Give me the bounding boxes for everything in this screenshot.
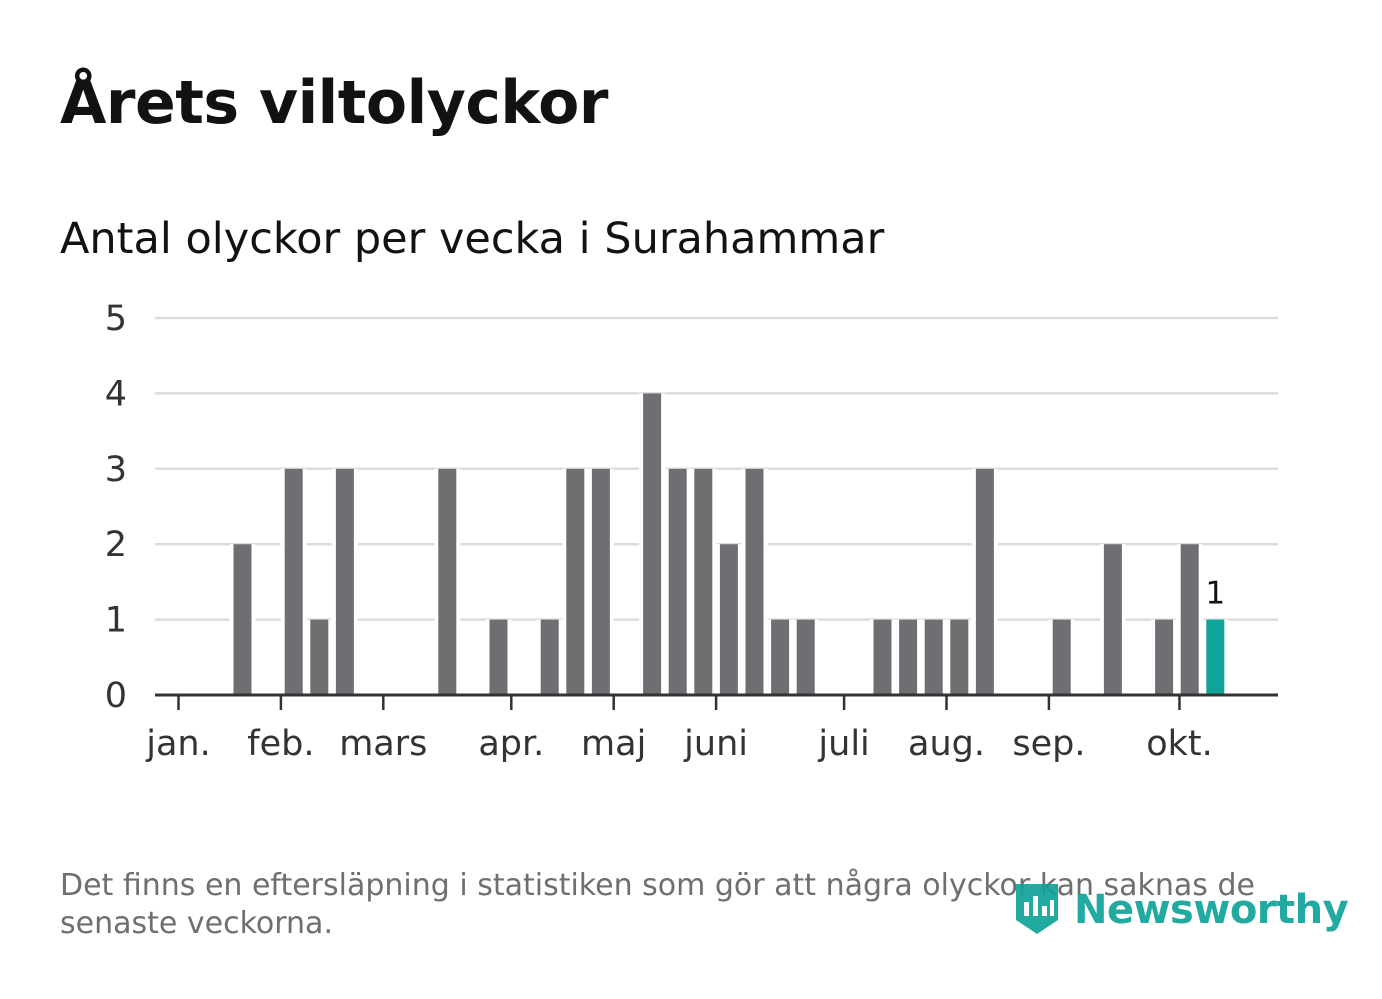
- bar[interactable]: [745, 468, 764, 695]
- x-tick-label: sep.: [1012, 724, 1085, 764]
- y-tick-label: 2: [105, 525, 127, 565]
- bar[interactable]: [643, 393, 662, 695]
- y-tick-label: 5: [105, 299, 127, 339]
- bar[interactable]: [899, 619, 918, 695]
- bar[interactable]: [566, 468, 585, 695]
- bar[interactable]: [1103, 544, 1122, 695]
- y-tick-label: 3: [105, 450, 127, 490]
- bar[interactable]: [310, 619, 329, 695]
- x-tick-label: jan.: [145, 724, 210, 764]
- last-value-label: 1: [1205, 576, 1225, 612]
- y-axis-ticks: 0 1 2 3 4 5: [105, 299, 127, 716]
- bar[interactable]: [489, 619, 508, 695]
- bar[interactable]: [771, 619, 790, 695]
- newsworthy-logo[interactable]: Newsworthy: [1012, 880, 1349, 940]
- bar[interactable]: [694, 468, 713, 695]
- bar[interactable]: [233, 544, 252, 695]
- y-tick-label: 1: [105, 601, 127, 641]
- x-axis: jan. feb. mars apr. maj juni juli aug. sep. okt.: [145, 693, 1278, 764]
- bar[interactable]: [1052, 619, 1071, 695]
- bar[interactable]: [950, 619, 969, 695]
- newsworthy-wordmark: Newsworthy: [1074, 887, 1349, 933]
- bar[interactable]: [719, 544, 738, 695]
- x-tick-label: juni: [683, 724, 748, 764]
- bar[interactable]: [591, 468, 610, 695]
- x-tick-label: juli: [817, 724, 869, 764]
- chart-subtitle: Antal olyckor per vecka i Surahammar: [60, 214, 885, 264]
- x-tick-label: mars: [339, 724, 427, 764]
- data-labels: 1: [1205, 576, 1225, 612]
- x-tick-label: apr.: [478, 724, 544, 764]
- bar[interactable]: [1180, 544, 1199, 695]
- chart-title: Årets viltolyckor: [60, 68, 609, 138]
- bar[interactable]: [873, 619, 892, 695]
- bar[interactable]: [335, 468, 354, 695]
- bar[interactable]: [668, 468, 687, 695]
- bar[interactable]: [284, 468, 303, 695]
- bar-current-week[interactable]: [1206, 619, 1225, 695]
- y-tick-label: 4: [105, 374, 127, 414]
- newsworthy-icon: [1016, 884, 1058, 934]
- bar[interactable]: [924, 619, 943, 695]
- bar[interactable]: [975, 468, 994, 695]
- bar[interactable]: [796, 619, 815, 695]
- bars: [229, 393, 1229, 695]
- bar-chart: 0 1 2 3 4 5 jan. feb. mars apr. maj juni juli aug. se…: [105, 299, 1278, 764]
- x-tick-label: maj: [581, 724, 646, 764]
- x-tick-label: okt.: [1146, 724, 1213, 764]
- bar[interactable]: [438, 468, 457, 695]
- y-tick-label: 0: [105, 676, 127, 716]
- x-tick-label: feb.: [247, 724, 314, 764]
- bar[interactable]: [540, 619, 559, 695]
- bar[interactable]: [1155, 619, 1174, 695]
- x-tick-label: aug.: [908, 724, 985, 764]
